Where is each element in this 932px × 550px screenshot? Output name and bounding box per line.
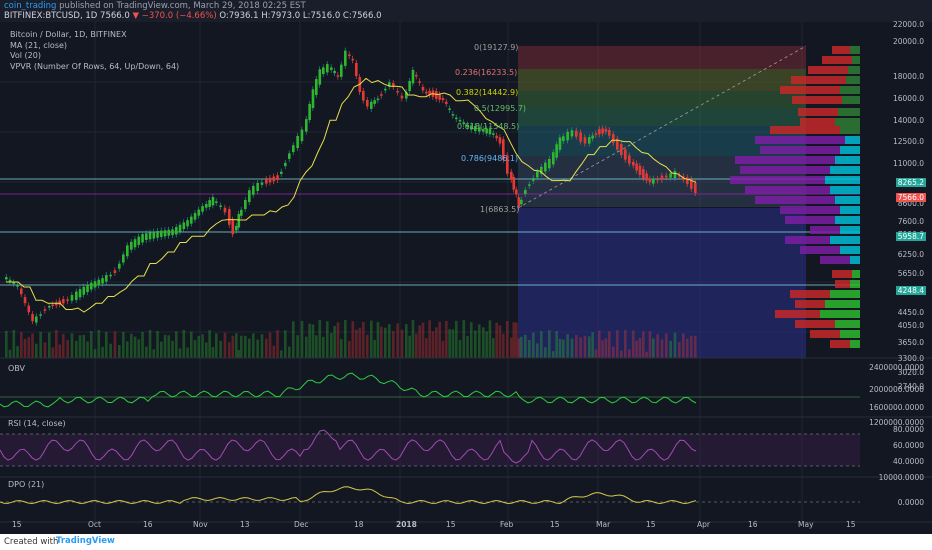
time-tick-label: 15 — [12, 520, 22, 529]
price-tick-label: 12500.0 — [892, 137, 924, 146]
price-tick-label: 4050.0 — [897, 321, 924, 330]
time-tick-label: 15 — [550, 520, 560, 529]
price-tick-label: 22000.0 — [892, 20, 924, 29]
rsi-tick-label: 40.0000 — [892, 457, 924, 466]
time-tick-label: 2018 — [396, 520, 417, 529]
time-tick-label: Nov — [193, 520, 208, 529]
rsi-pane-label[interactable]: RSI (14, close) — [8, 419, 66, 428]
dpo-pane-label[interactable]: DPO (21) — [8, 480, 45, 489]
chart-legend: Bitcoin / Dollar, 1D, BITFINEX MA (21, c… — [10, 30, 179, 72]
price-tag: 5958.7 — [895, 232, 926, 241]
legend-ma[interactable]: MA (21, close) — [10, 40, 68, 50]
rsi-tick-label: 80.0000 — [892, 425, 924, 434]
price-tick-label: 7600.0 — [897, 217, 924, 226]
dpo-tick-label: 10000.0000 — [878, 473, 924, 482]
publish-info: published on TradingView.com, March 29, … — [59, 1, 306, 11]
candlesticks — [5, 47, 697, 326]
time-tick-label: Feb — [500, 520, 514, 529]
obv-tick-label: 1200000.0000 — [869, 418, 924, 427]
obv-line — [0, 372, 697, 408]
time-tick-label: Mar — [596, 520, 611, 529]
fib-level-label: 0.618(11548.5) — [457, 122, 520, 131]
obv-tick-label: 2400000.0000 — [869, 363, 924, 372]
symbol-label: BITFINEX:BTCUSD, 1D — [4, 11, 98, 21]
fib-level-label: 0.236(16233.5) — [455, 68, 518, 77]
price-tick-label: 20000.0 — [892, 37, 924, 46]
price-tick-label: 3020.0 — [897, 368, 924, 377]
moving-average-line — [6, 77, 697, 313]
fib-level-label: 0.382(14442.9) — [456, 88, 519, 97]
legend-vol[interactable]: Vol (20) — [10, 51, 41, 60]
time-tick-label: Oct — [88, 520, 101, 529]
price-tick-label: 11000.0 — [892, 159, 924, 168]
price-tick-label: 14000.0 — [892, 116, 924, 125]
price-tick-label: 4450.0 — [897, 308, 924, 317]
price-tick-label: 18000.0 — [892, 72, 924, 81]
rsi-line — [0, 429, 697, 464]
time-tick-label: 16 — [748, 520, 758, 529]
ohlc-values: O:7936.1 H:7973.0 L:7516.0 C:7566.0 — [219, 11, 382, 21]
horizontal-levels — [0, 178, 860, 286]
dpo-tick-label: 0.0000 — [897, 498, 924, 507]
price-tick-label: 3650.0 — [897, 338, 924, 347]
time-tick-label: 15 — [646, 520, 656, 529]
time-tick-label: May — [798, 520, 814, 529]
obv-tick-label: 1600000.0000 — [869, 403, 924, 412]
obv-tick-label: 2000000.0000 — [869, 385, 924, 394]
obv-pane-label[interactable]: OBV — [8, 364, 26, 373]
time-tick-label: 13 — [240, 520, 250, 529]
price-tick-label: 2740.0 — [897, 382, 924, 391]
price-tag: 7566.0 — [895, 193, 926, 202]
legend-title: Bitcoin / Dollar, 1D, BITFINEX — [10, 30, 127, 39]
vpvr-profile — [730, 46, 860, 348]
last-price: 7566.0 — [100, 11, 130, 21]
dpo-line — [0, 486, 697, 505]
time-tick-label: 18 — [354, 520, 364, 529]
time-tick-label: Dec — [294, 520, 309, 529]
fib-level-label: 0(19127.9) — [474, 43, 519, 52]
chart-header: coin_trading published on TradingView.co… — [0, 0, 932, 22]
time-tick-label: 15 — [846, 520, 856, 529]
price-tag: 4248.4 — [895, 286, 926, 295]
main-chart — [0, 22, 932, 523]
price-tick-label: 16000.0 — [892, 94, 924, 103]
created-with-label: Created with — [4, 537, 59, 547]
time-tick-label: 16 — [143, 520, 153, 529]
fib-level-label: 0.5(12995.7) — [474, 104, 527, 113]
projection-zone — [518, 208, 806, 358]
time-tick-label: Apr — [697, 520, 710, 529]
fib-level-label: 1(6863.5) — [480, 205, 520, 214]
price-tick-label: 6250.0 — [897, 250, 924, 259]
price-tick-label: 3300.0 — [897, 354, 924, 363]
price-tick-label: 8600.0 — [897, 199, 924, 208]
legend-vpvr[interactable]: VPVR (Number Of Rows, 64, Up/Down, 64) — [10, 61, 180, 71]
author-link[interactable]: coin_trading — [4, 1, 57, 11]
rsi-tick-label: 60.0000 — [892, 441, 924, 450]
footer: Created with TradingView — [0, 534, 932, 550]
tradingview-logo[interactable]: TradingView — [56, 536, 115, 546]
volume-bars — [5, 320, 697, 358]
price-change: ▼ −370.0 (−4.66%) — [132, 11, 217, 21]
price-tag: 8265.2 — [895, 178, 926, 187]
price-tick-label: 5650.0 — [897, 269, 924, 278]
time-tick-label: 15 — [446, 520, 456, 529]
fib-level-label: 0.786(9486.1) — [461, 154, 519, 163]
